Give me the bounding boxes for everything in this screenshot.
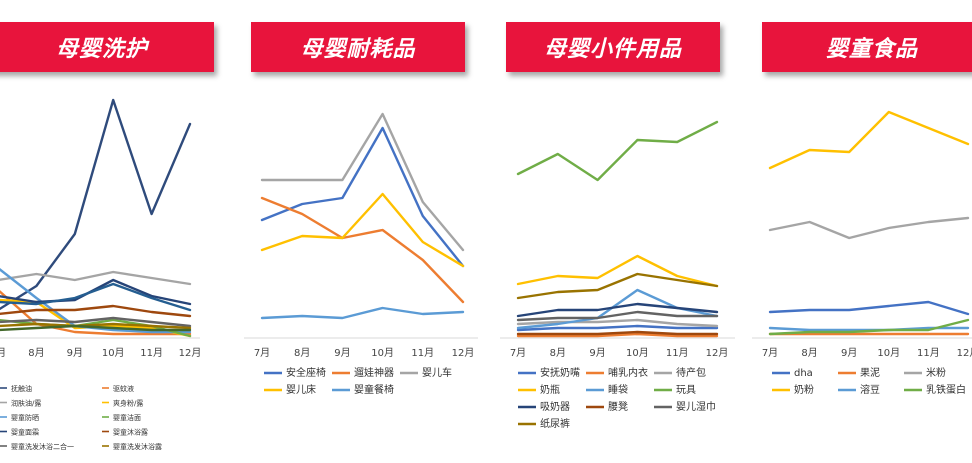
x-tick-label: 10月 (102, 347, 125, 359)
legend-label: 婴童防晒 (11, 413, 39, 422)
series-line-婴童沐浴露 (0, 304, 192, 318)
series-line-腰凳 (516, 330, 719, 336)
legend-label: 婴童洁面 (113, 413, 141, 422)
legend-label: 婴童面霜 (11, 428, 39, 437)
x-tick-label: 7月 (762, 347, 778, 359)
legend-label: 乳铁蛋白 (926, 383, 966, 396)
series-line-婴童洗发沐浴露 (0, 322, 192, 330)
series-line-吸奶器 (516, 302, 719, 318)
series-line-玩具 (516, 120, 719, 182)
series-line-纸尿裤 (516, 272, 719, 300)
legend-label: 婴儿车 (422, 366, 452, 379)
x-tick-label: 9月 (334, 347, 350, 359)
legend-label: 米粉 (926, 366, 946, 379)
legend-label: 奶瓶 (540, 383, 560, 396)
x-tick-label: 8月 (801, 347, 817, 359)
x-tick-label: 8月 (550, 347, 566, 359)
legend-label: 玩具 (676, 384, 696, 396)
legend-label: 待产包 (676, 366, 706, 379)
legend-label: 安抚奶嘴 (540, 366, 580, 379)
legend-label: 遛娃神器 (354, 366, 394, 379)
panel-header-3: 母婴小件用品 (506, 22, 720, 72)
legend-label: 驱蚊液 (113, 384, 134, 393)
series-line-婴儿床 (260, 192, 465, 268)
legend-label: 哺乳内衣 (608, 366, 648, 379)
series-line-遛娃神器 (260, 196, 465, 304)
x-tick-label: 7月 (510, 347, 526, 359)
legend-label: 吸奶器 (540, 401, 570, 413)
legend-label: 婴儿湿巾 (676, 400, 716, 413)
series-line-润肤油/露 (0, 270, 192, 286)
legend-label: 纸尿裤 (540, 417, 570, 430)
x-tick-label: 7月 (0, 347, 6, 359)
legend-label: 安全座椅 (286, 366, 326, 379)
legend-label: 婴儿床 (286, 383, 316, 396)
series-line-婴儿车 (260, 112, 465, 252)
panel-header-2: 母婴耐耗品 (251, 22, 465, 72)
x-tick-label: 11月 (140, 347, 163, 359)
legend-label: dha (794, 368, 813, 379)
x-tick-label: 8月 (294, 347, 310, 359)
x-tick-label: 8月 (28, 347, 44, 359)
x-tick-label: 9月 (67, 347, 83, 359)
series-line-婴儿湿巾 (516, 310, 719, 322)
legend-label: 溶豆 (860, 383, 880, 396)
x-tick-label: 12月 (452, 347, 475, 359)
series-line-奶瓶 (516, 254, 719, 288)
series-line-乳铁蛋白 (768, 318, 970, 336)
x-tick-label: 10月 (877, 347, 900, 359)
x-tick-label: 10月 (626, 347, 649, 359)
legend-label: 腰凳 (608, 401, 628, 413)
series-line-奶粉 (768, 110, 970, 170)
legend-label: 润肤油/露 (11, 399, 41, 408)
legend-label: 爽身粉/露 (113, 399, 143, 408)
series-line-婴童洗发水 (0, 324, 192, 332)
legend-label: 睡袋 (608, 383, 628, 396)
panel-header-4: 婴童食品 (762, 22, 972, 72)
panel-header-1: 母婴洗护 (0, 22, 214, 72)
legend-label: 婴童洗发沐浴露 (113, 442, 162, 451)
series-line-dha (768, 300, 970, 316)
series-line-安全座椅 (260, 126, 465, 268)
series-line-米粉 (768, 216, 970, 240)
x-tick-label: 12月 (957, 347, 972, 359)
series-line-婴童餐椅 (260, 306, 465, 320)
legend-label: 抚触油 (11, 384, 32, 393)
legend-label: 婴童洗发沐浴二合一 (11, 442, 74, 451)
series-line-婴童护臀 (0, 282, 192, 312)
series-line-抚触油 (0, 98, 192, 311)
x-tick-label: 10月 (371, 347, 394, 359)
legend-label: 奶粉 (794, 383, 814, 396)
series-line-待产包 (516, 318, 719, 328)
x-tick-label: 12月 (706, 347, 729, 359)
x-tick-label: 12月 (179, 347, 202, 359)
x-tick-label: 9月 (589, 347, 605, 359)
series-line-婴童洗发沐浴二合一 (0, 316, 192, 328)
x-tick-label: 11月 (666, 347, 689, 359)
series-line-安抚奶嘴 (516, 324, 719, 332)
legend-label: 婴童餐椅 (354, 383, 394, 396)
x-tick-label: 11月 (917, 347, 940, 359)
series-line-驱蚊液 (0, 290, 192, 336)
legend-label: 婴童沐浴露 (113, 428, 148, 437)
x-tick-label: 9月 (841, 347, 857, 359)
series-line-哺乳内衣 (516, 332, 719, 338)
x-tick-label: 7月 (254, 347, 270, 359)
legend-label: 果泥 (860, 366, 880, 379)
x-tick-label: 11月 (411, 347, 434, 359)
